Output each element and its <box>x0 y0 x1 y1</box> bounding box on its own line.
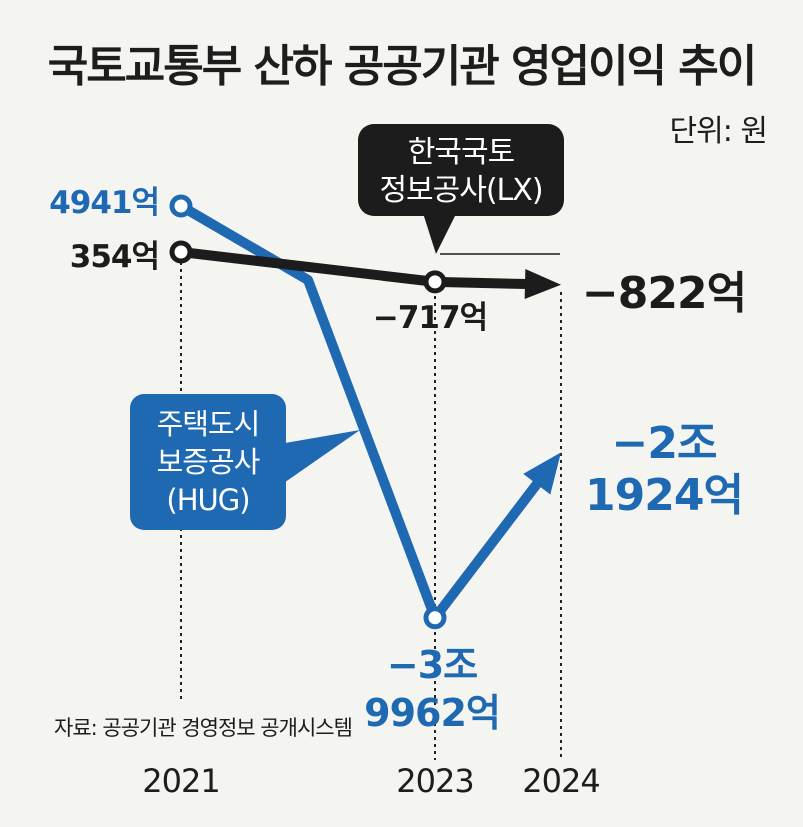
chart-title: 국토교통부 산하 공공기관 영업이익 추이 <box>47 41 757 92</box>
lx-label-2021: 354억 <box>70 239 159 275</box>
hug-callout-pointer <box>268 430 360 494</box>
lx-point-2021 <box>169 240 193 264</box>
hug-label-2023: −3조 <box>387 643 477 687</box>
hug-line <box>178 201 440 620</box>
hug-series-name-line: 보증공사 <box>157 445 260 479</box>
lx-point-2023 <box>423 270 447 294</box>
lx-label-2023: −717억 <box>373 300 487 336</box>
x-tick-2023: 2023 <box>396 762 473 800</box>
x-tick-2021: 2021 <box>142 762 219 800</box>
hug-arrow <box>523 452 561 495</box>
source-note: 자료: 공공기관 경영정보 공개시스템 <box>54 716 353 740</box>
hug-series-name-line: (HUG) <box>166 483 249 517</box>
lx-line <box>180 247 436 287</box>
lx-arrow <box>524 268 561 299</box>
hug-label-2024: −2조 <box>612 418 717 469</box>
hug-point-2021 <box>169 194 193 218</box>
x-tick-labels: 2021 2023 2024 <box>142 762 600 800</box>
hug-series-name-line: 주택도시 <box>157 407 260 441</box>
lx-callout-pointer <box>422 210 458 254</box>
lx-line-2024 <box>434 276 534 290</box>
hug-label-2024: 1924억 <box>585 470 743 521</box>
hug-label-2021: 4941억 <box>49 185 159 221</box>
hug-point-2023 <box>423 606 447 630</box>
unit-label: 단위: 원 <box>669 114 768 149</box>
lx-series-name-line: 한국국토 <box>408 135 515 170</box>
lx-series-name-line: 정보공사(LX) <box>379 173 542 208</box>
hug-callout-box <box>130 394 286 530</box>
series-lines <box>169 194 561 630</box>
hug-label-2023: 9962억 <box>364 691 500 735</box>
x-tick-2024: 2024 <box>522 762 599 800</box>
hug-line-2024 <box>431 473 547 621</box>
lx-label-2024: −822억 <box>582 268 746 319</box>
lx-callout-box <box>358 124 564 216</box>
